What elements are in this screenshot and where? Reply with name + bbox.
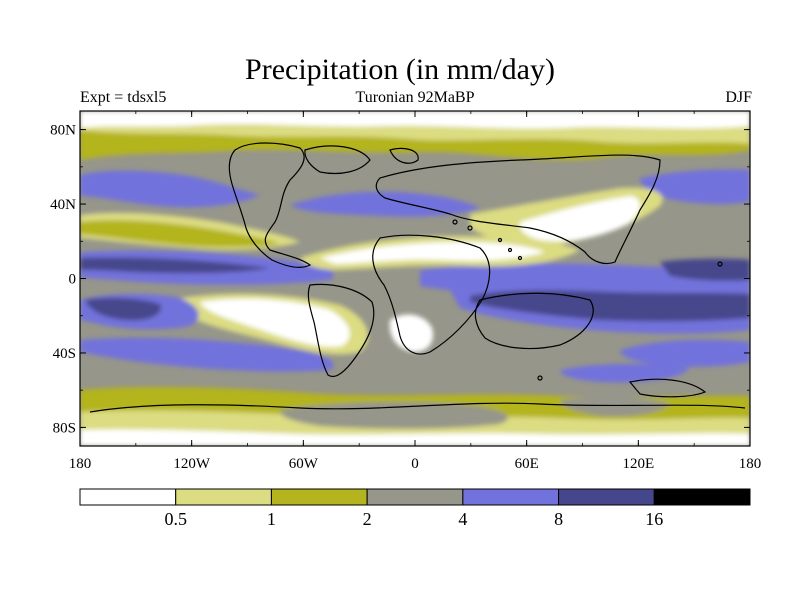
x-tick-label: 120W bbox=[173, 456, 211, 472]
colorbar-swatch bbox=[366, 488, 464, 506]
y-tick-label: 80S bbox=[53, 420, 76, 436]
colorbar-label: 0.5 bbox=[164, 509, 187, 529]
x-tick-label: 180 bbox=[739, 456, 762, 472]
y-tick-label: 40S bbox=[53, 346, 76, 362]
colorbar-swatch bbox=[653, 488, 751, 506]
x-tick-label: 60E bbox=[515, 456, 539, 472]
x-tick-label: 60W bbox=[289, 456, 319, 472]
colorbar-swatch bbox=[558, 488, 655, 506]
season-label: DJF bbox=[725, 89, 752, 106]
colorbar-swatch bbox=[175, 488, 272, 506]
colorbar-swatch bbox=[270, 488, 368, 506]
colorbar-label: 8 bbox=[554, 509, 563, 529]
precipitation-field bbox=[80, 111, 750, 446]
experiment-label: Expt = tdsxl5 bbox=[80, 89, 167, 106]
y-tick-label: 80N bbox=[50, 123, 76, 139]
y-tick-label: 0 bbox=[69, 272, 77, 288]
colorbar-swatch bbox=[79, 488, 177, 506]
x-tick-label: 180 bbox=[69, 456, 92, 472]
colorbar-label: 1 bbox=[267, 509, 276, 529]
colorbar: 0.5 1 2 4 8 16 bbox=[79, 488, 751, 529]
colorbar-swatch bbox=[462, 488, 560, 506]
y-axis: 80N 40N 0 40S 80S bbox=[50, 123, 750, 436]
colorbar-label: 4 bbox=[458, 509, 467, 529]
y-tick-label: 40N bbox=[50, 197, 76, 213]
coastlines bbox=[89, 142, 746, 413]
colorbar-label: 2 bbox=[363, 509, 372, 529]
x-axis: 180 120W 60W 0 60E 120E 180 bbox=[69, 111, 762, 472]
x-tick-label: 120E bbox=[622, 456, 654, 472]
chart-title: Precipitation (in mm/day) bbox=[245, 53, 555, 86]
x-tick-label: 0 bbox=[411, 456, 419, 472]
period-label: Turonian 92MaBP bbox=[355, 89, 475, 106]
colorbar-label: 16 bbox=[645, 509, 663, 529]
